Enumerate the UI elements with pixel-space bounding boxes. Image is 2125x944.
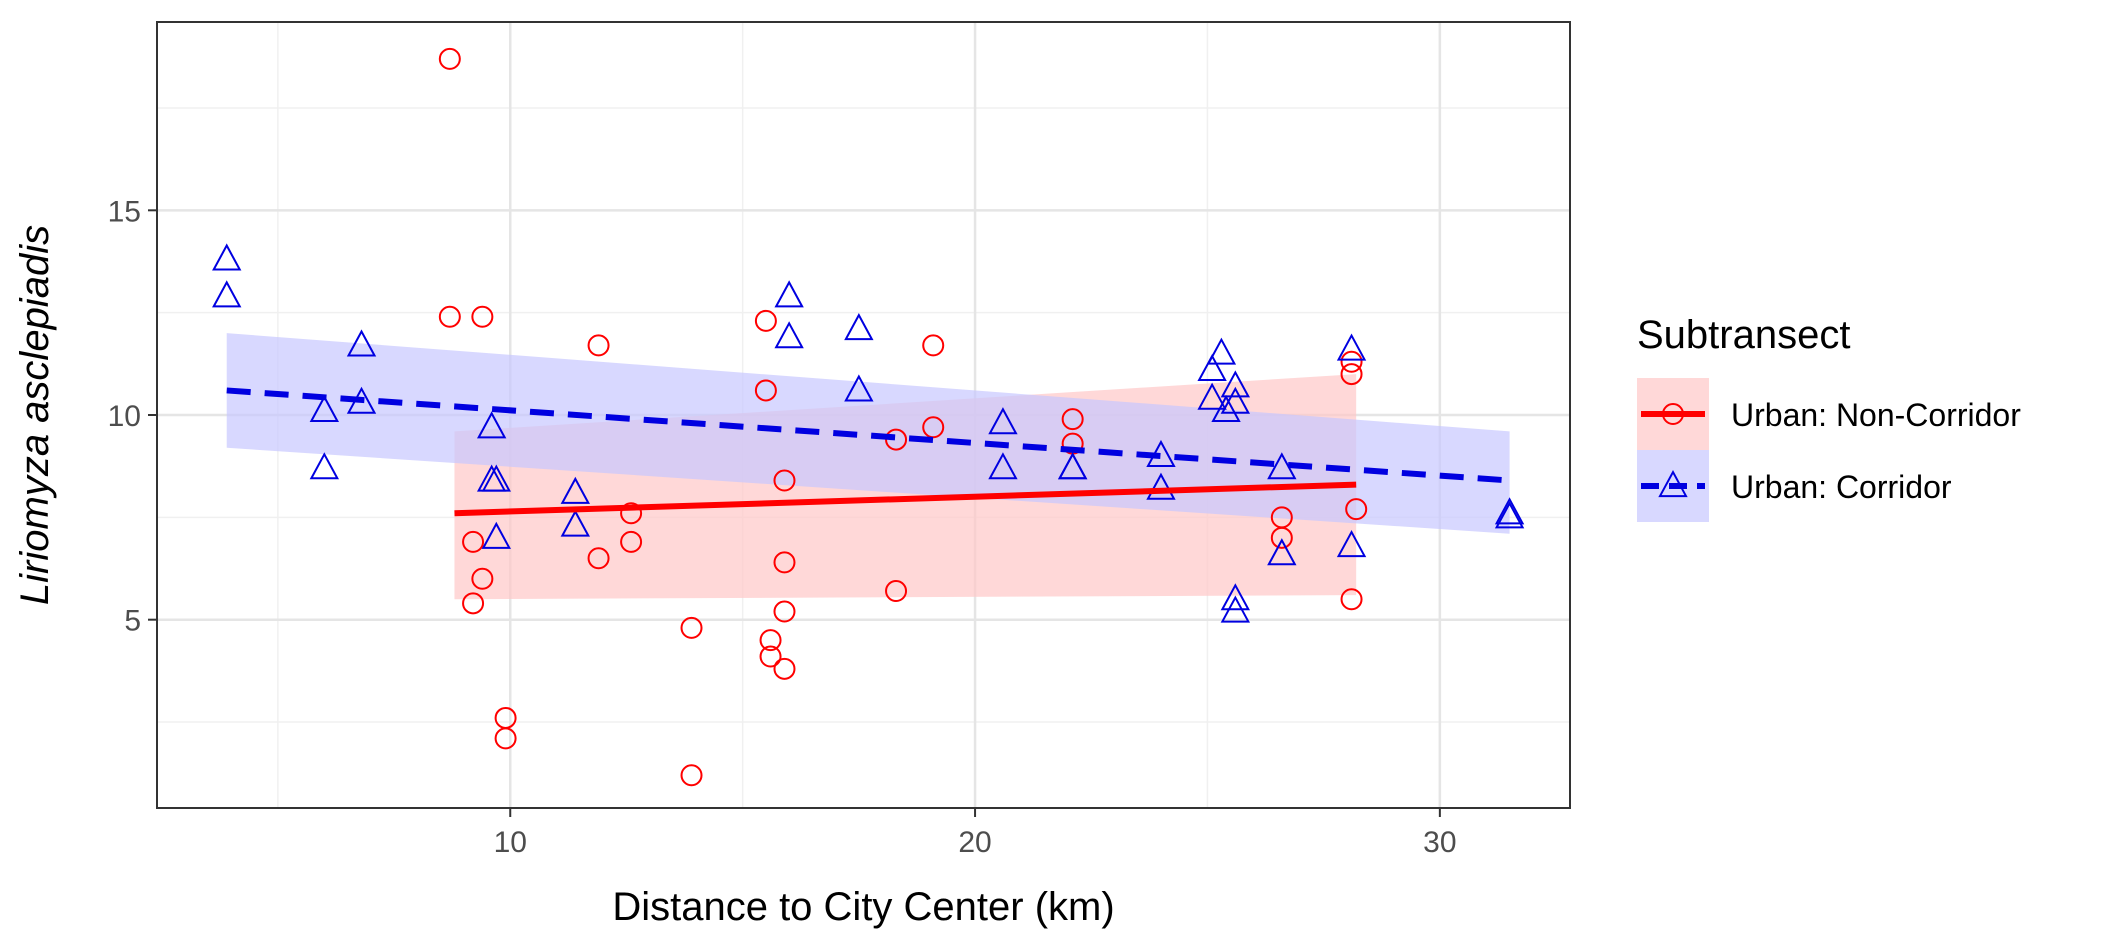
legend-title: Subtransect (1637, 313, 1850, 357)
legend-item: Urban: Non-Corridor (1637, 378, 2021, 450)
data-point (620, 502, 643, 525)
data-point (988, 452, 1018, 480)
data-point (759, 629, 782, 652)
y-tick-label: 10 (108, 400, 141, 433)
data-point (476, 411, 507, 439)
data-point (438, 47, 461, 70)
data-point (922, 416, 945, 439)
x-axis-title: Distance to City Center (km) (612, 885, 1114, 929)
data-point (759, 645, 782, 668)
data-point (1336, 333, 1367, 361)
data-point (774, 321, 804, 349)
data-point (773, 469, 796, 492)
data-point (587, 547, 610, 570)
data-point (773, 551, 796, 574)
y-axis-title: Liriomyza asclepiadis (13, 225, 57, 605)
data-point (1340, 350, 1363, 373)
fit-line (454, 481, 1357, 517)
data-point (471, 305, 494, 328)
data-point (620, 530, 643, 553)
y-tick-label: 15 (108, 195, 141, 228)
data-point (1206, 337, 1237, 365)
legend-key-marker (1662, 403, 1684, 425)
data-point (1267, 538, 1297, 566)
data-point (1494, 497, 1525, 525)
x-tick-label: 10 (494, 826, 527, 859)
data-point (844, 313, 874, 341)
x-tick-label: 30 (1423, 826, 1456, 859)
data-point (754, 379, 777, 402)
data-point (1345, 498, 1368, 521)
legend-label: Urban: Corridor (1731, 469, 1952, 505)
data-point (1220, 595, 1251, 623)
data-point (560, 509, 591, 537)
data-point (438, 305, 461, 328)
data-point (988, 407, 1018, 435)
confidence-bands (226, 333, 1510, 600)
data-point (1197, 382, 1227, 410)
data-point (1220, 370, 1251, 398)
data-point (774, 280, 804, 308)
data-point (1270, 526, 1293, 549)
data-point (773, 657, 796, 680)
data-point (1340, 588, 1363, 611)
fit-lines (226, 387, 1510, 517)
data-point (481, 464, 511, 492)
data-point (560, 476, 591, 504)
axis-ticks: 10 20 30 5 10 15 (108, 195, 1457, 859)
data-point (481, 521, 511, 549)
data-point (754, 309, 777, 332)
data-point (922, 334, 945, 357)
data-point (212, 280, 242, 308)
data-point (1061, 408, 1084, 431)
data-point (462, 592, 485, 615)
data-point (1494, 501, 1525, 529)
data-point (844, 374, 874, 402)
data-point (346, 329, 377, 357)
legend-label: Urban: Non-Corridor (1731, 397, 2021, 433)
data-point (1336, 529, 1367, 558)
data-point (1057, 452, 1088, 480)
data-point (1220, 583, 1251, 611)
data-point (494, 727, 517, 750)
data-point (587, 334, 610, 357)
legend-items: Urban: Non-Corridor Urban: Corridor (1637, 378, 2021, 522)
data-point (773, 600, 796, 623)
data-point (1197, 353, 1227, 382)
legend-key-marker (1658, 469, 1688, 498)
data-point (680, 764, 703, 787)
data-point (1220, 386, 1251, 414)
data-point (1340, 363, 1363, 386)
data-point (680, 616, 703, 639)
fit-line (226, 387, 1510, 484)
data-point (309, 452, 340, 480)
data-point (471, 567, 494, 590)
data-point (1146, 472, 1176, 500)
legend-item: Urban: Corridor (1637, 450, 1952, 522)
y-tick-label: 5 (124, 605, 141, 638)
x-tick-label: 20 (958, 826, 991, 859)
data-point (1211, 394, 1241, 422)
confidence-band (226, 333, 1510, 534)
data-point (462, 530, 485, 553)
data-point (885, 580, 908, 603)
legend: Subtransect Urban: Non-Corridor Urban: Co… (1637, 313, 2021, 522)
data-point (212, 243, 242, 271)
data-point (309, 394, 340, 422)
